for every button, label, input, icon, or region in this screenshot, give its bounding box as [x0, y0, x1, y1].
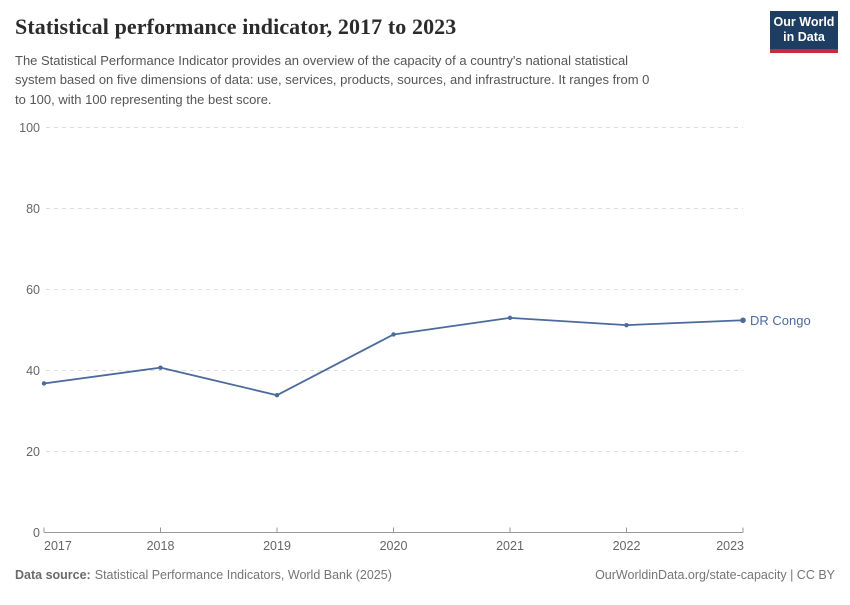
- page-title: Statistical performance indicator, 2017 …: [15, 14, 457, 39]
- owid-logo-line2: in Data: [783, 30, 825, 44]
- data-source-label: Data source:: [15, 568, 91, 582]
- chart-subtitle: The Statistical Performance Indicator pr…: [15, 51, 649, 109]
- y-axis-tick-label: 80: [26, 202, 40, 216]
- data-source: Data source: Statistical Performance Indi…: [15, 568, 392, 582]
- series-line[interactable]: [43, 316, 744, 397]
- entity-label[interactable]: DR Congo: [750, 313, 811, 328]
- subtitle-line: The Statistical Performance Indicator pr…: [15, 53, 629, 68]
- data-point[interactable]: [391, 332, 396, 337]
- data-point[interactable]: [507, 315, 513, 321]
- x-axis-tick-label: 2018: [147, 539, 175, 553]
- data-point[interactable]: [274, 393, 280, 398]
- x-axis-tick-label: 2017: [44, 539, 72, 553]
- y-axis-tick-label: 20: [26, 445, 40, 459]
- chart-footer: Data source: Statistical Performance Indi…: [15, 568, 835, 582]
- data-source-text: Statistical Performance Indicators, Worl…: [94, 568, 392, 582]
- y-axis-tick-label: 0: [33, 526, 40, 540]
- x-axis-tick-label: 2020: [380, 539, 408, 553]
- data-point[interactable]: [740, 317, 746, 324]
- subtitle-line: system based on five dimensions of data:…: [15, 72, 650, 88]
- subtitle-line: to 100, with 100 representing the best s…: [15, 91, 272, 107]
- chart-header: Statistical performance indicator, 2017 …: [15, 14, 835, 40]
- y-axis-tick-label: 60: [26, 283, 40, 297]
- data-point[interactable]: [624, 322, 629, 328]
- x-axis-tick-label: 2022: [613, 539, 641, 553]
- data-point[interactable]: [41, 381, 47, 386]
- x-axis-tick-label: 2023: [716, 539, 744, 553]
- credit-link[interactable]: OurWorldinData.org/state-capacity | CC B…: [595, 568, 835, 582]
- x-axis-tick-label: 2019: [263, 539, 291, 553]
- y-axis-tick-label: 100: [19, 121, 40, 135]
- x-axis-tick-label: 2021: [496, 539, 524, 553]
- owid-logo-line1: Our World: [773, 15, 835, 29]
- data-point[interactable]: [158, 365, 163, 370]
- owid-logo[interactable]: Our World in Data: [770, 11, 838, 53]
- y-axis-tick-label: 40: [26, 364, 40, 378]
